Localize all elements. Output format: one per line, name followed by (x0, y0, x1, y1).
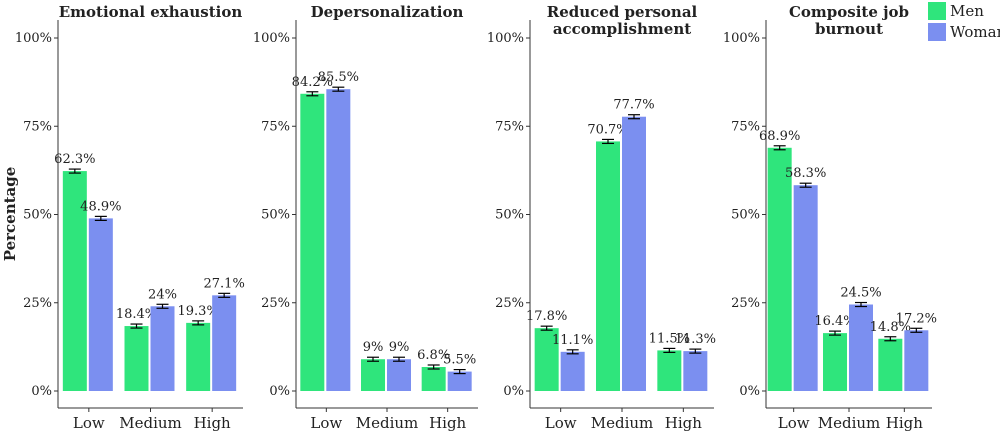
data-label: 11.1% (552, 333, 593, 348)
bar-woman-low (88, 218, 113, 391)
bar-men-low (534, 328, 559, 391)
y-tick-label: 75% (23, 119, 52, 134)
data-label: 58.3% (785, 166, 826, 181)
data-label: 11.5% (649, 331, 690, 346)
bar-woman-high (904, 330, 929, 391)
panel-title-line: Emotional exhaustion (59, 3, 243, 21)
bar-men-low (300, 93, 325, 392)
bar-woman-low (793, 185, 818, 391)
data-label: 48.9% (80, 199, 121, 214)
panel-1: Emotional exhaustion 0% 25% 50% 75% 100% 62.3%… (15, 3, 245, 432)
y-tick-label: 100% (253, 31, 290, 46)
x-tick-label: Low (73, 414, 105, 432)
bar-woman-medium (387, 359, 411, 391)
bar-men-medium (596, 141, 620, 391)
y-tick-label: 50% (495, 208, 524, 223)
bar-men-medium (124, 326, 149, 391)
data-label: 14.8% (870, 320, 911, 335)
x-tick-label: High (886, 414, 923, 432)
x-tick-label: Medium (119, 414, 182, 432)
data-label: 18.4% (116, 307, 157, 322)
data-label: 16.4% (814, 314, 855, 329)
x-tick-label: High (665, 414, 702, 432)
bar-woman-low (326, 89, 351, 391)
data-label: 62.3% (54, 152, 95, 167)
data-label: 11.3% (675, 332, 716, 347)
bar-men-low (62, 171, 87, 391)
data-label: 24% (148, 287, 177, 302)
data-label: 17.8% (526, 309, 567, 324)
bar-men-medium (823, 333, 847, 391)
bar-men-medium (361, 359, 385, 391)
data-label: 70.7% (587, 122, 628, 137)
data-label: 17.2% (896, 311, 937, 326)
x-tick-label: High (194, 414, 231, 432)
panel-2: Depersonalization 0% 25% 50% 75% 100% 84.2%85.… (253, 3, 478, 432)
y-tick-label: 75% (495, 119, 524, 134)
bar-woman-high (447, 371, 472, 391)
data-label: 19.3% (178, 304, 219, 319)
y-tick-label: 50% (23, 208, 52, 223)
data-label: 9% (389, 340, 410, 355)
data-label: 27.1% (204, 276, 245, 291)
y-tick-label: 75% (731, 119, 760, 134)
panel-title-line: accomplishment (553, 20, 691, 38)
data-label: 9% (363, 340, 384, 355)
x-tick-label: Medium (591, 414, 654, 432)
panel-title-line: Composite job (789, 3, 909, 21)
panel-title-line: burnout (815, 20, 883, 38)
bar-men-high (186, 322, 211, 391)
y-tick-label: 0% (269, 384, 290, 399)
legend: Men Woman (928, 2, 1000, 41)
y-tick-label: 50% (731, 208, 760, 223)
x-tick-label: Low (310, 414, 342, 432)
bar-woman-medium (622, 116, 646, 392)
data-label: 77.7% (613, 98, 654, 113)
y-tick-label: 100% (15, 31, 52, 46)
data-label: 6.8% (417, 348, 450, 363)
y-tick-label: 25% (731, 296, 760, 311)
bar-woman-high (212, 295, 237, 391)
bar-men-high (878, 338, 903, 391)
x-tick-label: Low (545, 414, 577, 432)
bar-woman-medium (849, 304, 873, 391)
y-tick-label: 100% (723, 31, 760, 46)
bar-woman-medium (150, 306, 175, 391)
bar-woman-low (560, 351, 585, 391)
y-tick-label: 25% (495, 296, 524, 311)
y-tick-label: 50% (261, 208, 290, 223)
x-tick-label: High (429, 414, 466, 432)
bar-woman-high (683, 351, 708, 391)
legend-swatch-woman (928, 23, 946, 41)
bar-men-low (767, 147, 792, 391)
y-tick-label: 100% (487, 31, 524, 46)
bar-men-high (657, 350, 682, 391)
y-tick-label: 0% (739, 384, 760, 399)
legend-label-men: Men (950, 2, 984, 20)
x-tick-label: Medium (818, 414, 881, 432)
y-axis-title: Percentage (1, 167, 19, 262)
y-tick-label: 75% (261, 119, 290, 134)
data-label: 5.5% (443, 353, 476, 368)
x-tick-label: Medium (356, 414, 419, 432)
y-tick-label: 0% (31, 384, 52, 399)
data-label: 85.5% (318, 70, 359, 85)
legend-label-woman: Woman (950, 23, 1000, 41)
x-tick-label: Low (778, 414, 810, 432)
y-tick-label: 25% (23, 296, 52, 311)
data-label: 24.5% (840, 286, 881, 301)
data-label: 68.9% (759, 129, 800, 144)
bar-men-high (421, 366, 446, 391)
panel-title-line: Depersonalization (311, 3, 464, 21)
data-label: 84.2% (292, 75, 333, 90)
y-tick-label: 0% (503, 384, 524, 399)
y-tick-label: 25% (261, 296, 290, 311)
panel-title-line: Reduced personal (547, 3, 698, 21)
legend-swatch-men (928, 2, 946, 20)
